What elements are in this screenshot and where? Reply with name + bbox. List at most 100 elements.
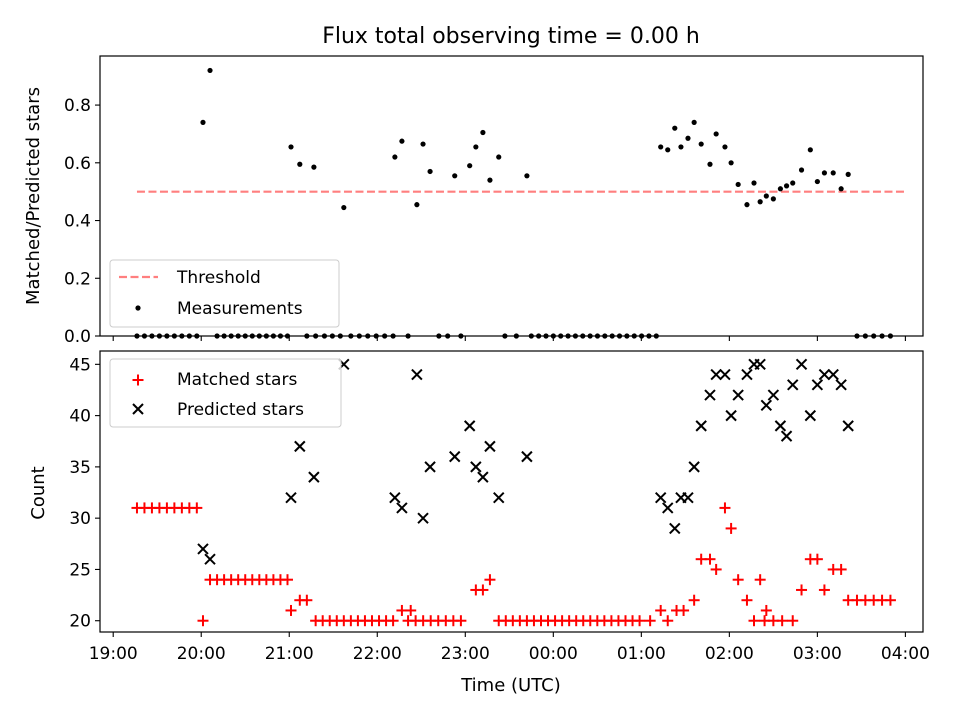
measurement-point	[341, 204, 347, 211]
measurement-point	[207, 67, 213, 74]
matched-star-point	[387, 615, 399, 627]
legend-predicted-marker	[132, 403, 144, 415]
measurement-point	[304, 333, 310, 339]
y-tick-label: 25	[69, 560, 91, 580]
measurement-point	[171, 333, 177, 339]
predicted-star-point	[710, 368, 722, 381]
measurement-point	[713, 131, 719, 137]
measurement-point	[242, 333, 248, 339]
measurement-point	[887, 333, 894, 339]
x-stroke-b	[804, 409, 817, 422]
measurement-point	[658, 144, 664, 150]
measurement-point	[751, 180, 757, 186]
x-stroke-b	[484, 440, 496, 453]
predicted-star-point	[669, 522, 681, 535]
measurement-point	[277, 333, 284, 339]
measurement-point	[777, 186, 784, 192]
measurement-point	[616, 333, 623, 339]
measurement-point	[807, 147, 813, 153]
measurement-point	[284, 333, 291, 339]
matched-star-point	[704, 553, 716, 565]
plot-frame	[99, 55, 924, 337]
matched-star-point	[662, 615, 674, 627]
legend-label-matched: Matched stars	[177, 370, 297, 390]
matched-star-point	[634, 615, 646, 627]
x-stroke-b	[811, 379, 824, 391]
predicted-star-point	[767, 389, 780, 401]
predicted-star-point	[484, 440, 496, 453]
measurement-point	[763, 193, 769, 199]
x-tick-label: 04:00	[881, 644, 930, 664]
predicted-star-point	[294, 440, 306, 453]
matched-star-point	[484, 574, 496, 586]
measurement-point	[194, 333, 200, 339]
x-stroke-b	[521, 450, 533, 463]
x-stroke-b	[725, 409, 737, 422]
measurement-point	[141, 333, 148, 339]
matched-star-point	[477, 584, 489, 596]
predicted-star-point	[842, 420, 854, 432]
matched-star-point	[760, 604, 772, 616]
measurement-point	[164, 333, 170, 339]
measurement-point	[373, 333, 379, 339]
measurement-point	[458, 333, 464, 339]
matched-star-point	[796, 584, 808, 596]
predicted-star-point	[654, 491, 667, 504]
x-tick-label: 02:00	[705, 644, 754, 664]
measurement-point	[862, 333, 868, 339]
measurement-point	[405, 333, 411, 339]
predicted-star-point	[754, 358, 766, 371]
predicted-star-point	[411, 368, 423, 381]
plot-frame	[99, 350, 924, 633]
measurement-point	[783, 183, 790, 189]
predicted-star-point	[521, 450, 533, 463]
x-stroke-b	[818, 368, 831, 381]
x-stroke-b	[710, 368, 722, 381]
plot-marks	[134, 67, 906, 339]
predicted-star-point	[760, 399, 773, 412]
predicted-star-point	[463, 420, 476, 432]
measurement-point	[536, 333, 542, 339]
measurement-point	[814, 178, 820, 185]
measurement-point	[321, 333, 328, 339]
legend: Matched stars Predicted stars	[109, 358, 342, 428]
x-stroke-b	[827, 368, 839, 381]
x-stroke-b	[411, 368, 423, 381]
x-stroke-b	[754, 358, 766, 371]
measurement-point	[798, 167, 805, 173]
predicted-star-point	[470, 461, 482, 473]
measurement-point	[609, 333, 615, 339]
x-stroke-b	[389, 491, 401, 504]
measurement-point	[728, 160, 734, 166]
measurement-point	[707, 161, 713, 167]
matched-star-point	[732, 574, 744, 586]
matched-star-point	[405, 604, 417, 616]
measurement-point	[871, 333, 877, 339]
measurement-point	[445, 333, 451, 339]
matched-star-point	[884, 594, 896, 606]
measurement-point	[638, 333, 645, 339]
x-tick-label: 20:00	[177, 644, 226, 664]
measurement-point	[838, 186, 844, 192]
measurement-point	[672, 125, 678, 131]
x-stroke-b	[767, 389, 780, 401]
matched-star-point	[191, 502, 203, 514]
x-tick-label: 21:00	[265, 644, 314, 664]
measurement-point	[427, 168, 433, 175]
x-stroke-b	[704, 389, 716, 401]
predicted-star-point	[197, 543, 209, 555]
matched-star-point	[748, 615, 760, 627]
x-stroke-b	[741, 368, 753, 381]
legend-label-measurements: Measurements	[177, 299, 303, 319]
x-stroke-b	[760, 399, 773, 412]
measurement-point	[156, 333, 163, 339]
measurement-point	[179, 333, 185, 339]
legend-matched-marker	[132, 374, 144, 386]
measurement-point	[399, 138, 405, 144]
measurement-point	[653, 333, 659, 339]
x-axis-label: Time (UTC)	[460, 675, 561, 696]
measurement-point	[414, 202, 420, 208]
x-stroke-b	[835, 379, 847, 391]
predicted-star-point	[719, 368, 731, 381]
